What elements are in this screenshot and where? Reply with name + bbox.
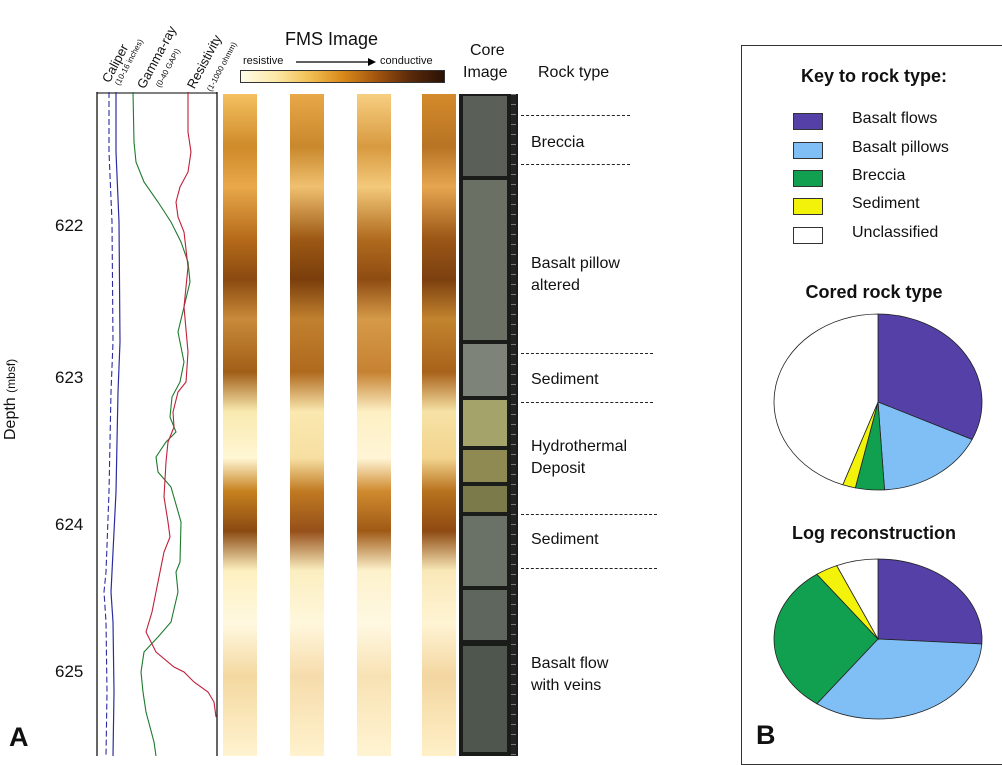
core-label-1: Core	[470, 42, 505, 59]
pie-slice-unclassified	[836, 558, 879, 641]
pie-1-cored	[773, 313, 983, 491]
fms-pad-2	[290, 94, 324, 756]
pie-slice-basalt-flows	[877, 313, 983, 440]
rock-unit-hydrothermal: Hydrothermal Deposit	[531, 436, 627, 480]
key-label-sediment: Sediment	[852, 195, 920, 212]
boundary-1	[521, 115, 630, 116]
core-scale-strip	[511, 94, 516, 756]
panel-a-letter: A	[9, 722, 29, 752]
rock-unit-line: with veins	[531, 677, 602, 694]
depth-tick-624: 624	[55, 515, 84, 534]
fms-title: FMS Image	[285, 29, 379, 49]
key-swatch-sediment	[793, 198, 823, 215]
key-swatch-basalt-pillows	[793, 142, 823, 159]
rock-unit-line: altered	[531, 277, 580, 294]
core-segment-8	[463, 590, 507, 640]
fms-arrow	[296, 58, 376, 66]
rock-unit-sediment-2: Sediment	[531, 529, 599, 551]
key-label-unclassified: Unclassified	[852, 224, 939, 241]
rock-unit-line: Basalt pillow	[531, 255, 620, 272]
core-label-2: Image	[463, 64, 508, 81]
depth-tick-622: 622	[55, 216, 84, 235]
fms-pad-3	[357, 94, 391, 756]
pie-slice-basalt-pillows	[877, 401, 973, 491]
key-swatch-breccia	[793, 170, 823, 187]
core-segment-2	[463, 180, 507, 340]
rock-type-header: Rock type	[538, 64, 610, 81]
fms-conductive-label: conductive	[380, 55, 433, 67]
fms-pad-1	[223, 94, 257, 756]
rock-unit-line: Basalt flow	[531, 655, 609, 672]
core-segment-7	[463, 516, 507, 586]
depth-axis-label: Depth	[2, 397, 19, 440]
depth-axis-unit: (mbsf)	[4, 358, 18, 393]
depth-tick-625: 625	[55, 662, 84, 681]
fms-pad-4	[422, 94, 456, 756]
depth-axis-title: Depth (mbsf)	[2, 359, 20, 440]
fms-resistive-label: resistive	[243, 55, 284, 67]
core-segment-5	[463, 450, 507, 482]
pie-1-title: Cored rock type	[805, 282, 943, 302]
core-image	[459, 94, 518, 756]
rock-unit-breccia: Breccia	[531, 132, 584, 154]
boundary-3	[521, 353, 653, 354]
key-label-basalt-flows: Basalt flows	[852, 110, 938, 127]
rock-unit-line: Breccia	[531, 134, 585, 151]
key-title: Key to rock type:	[800, 66, 948, 86]
rock-unit-line: Deposit	[531, 460, 586, 477]
pie-slice-basalt-flows	[877, 558, 983, 645]
rock-unit-line: Sediment	[531, 531, 599, 548]
panel-b-letter: B	[756, 720, 776, 750]
core-segment-6	[463, 486, 507, 512]
rock-unit-line: Sediment	[531, 371, 599, 388]
boundary-6	[521, 568, 657, 569]
rock-unit-basalt-pillow: Basalt pillow altered	[531, 253, 620, 297]
core-segment-9	[463, 646, 507, 752]
resistivity-curve	[145, 92, 217, 718]
caliper-curve-solid	[110, 92, 121, 756]
rock-unit-line: Hydrothermal	[531, 438, 628, 455]
boundary-5	[521, 514, 657, 515]
core-segment-3	[463, 344, 507, 396]
fms-colorbar	[240, 70, 445, 83]
key-swatch-basalt-flows	[793, 113, 823, 130]
rock-unit-basalt-flow: Basalt flow with veins	[531, 653, 608, 697]
key-label-breccia: Breccia	[852, 167, 906, 184]
log-tracks	[96, 92, 218, 756]
depth-tick-623: 623	[55, 368, 84, 387]
core-segment-4	[463, 400, 507, 446]
gamma-curve	[132, 92, 191, 756]
boundary-4	[521, 402, 653, 403]
caliper-curve-dashed	[103, 92, 114, 756]
pie-slice-breccia	[773, 573, 879, 705]
key-label-basalt-pillows: Basalt pillows	[852, 139, 949, 156]
pie-2-title: Log reconstruction	[791, 523, 956, 543]
pie-slice-unclassified	[773, 313, 879, 486]
boundary-2	[521, 164, 630, 165]
core-segment-1	[463, 96, 507, 176]
rock-unit-sediment-1: Sediment	[531, 369, 599, 391]
pie-2-log	[773, 558, 983, 720]
pie-slice-basalt-pillows	[816, 638, 983, 720]
key-swatch-unclassified	[793, 227, 823, 244]
